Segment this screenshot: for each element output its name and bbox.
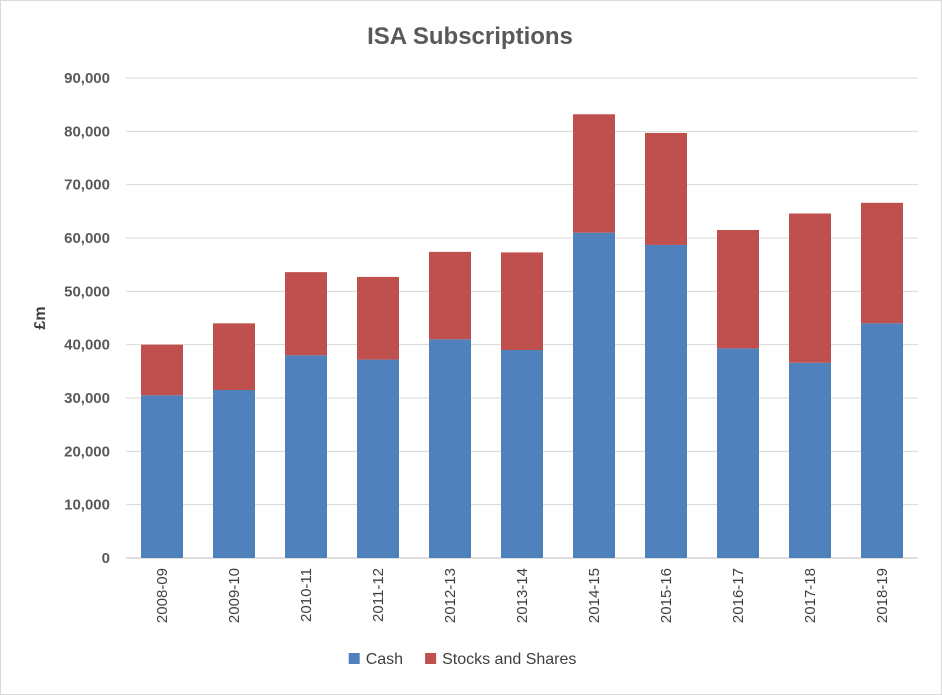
legend-swatch [348, 653, 360, 664]
bar-cash [213, 390, 255, 558]
x-tick-label: 2010-11 [298, 568, 315, 622]
legend-label: Stocks and Shares [442, 651, 576, 668]
y-tick-label: 10,000 [64, 497, 110, 514]
bar-cash [789, 362, 831, 558]
y-tick-label: 90,000 [64, 70, 110, 87]
bar-stocks-and-shares [861, 202, 903, 324]
bar-stocks-and-shares [213, 323, 255, 390]
y-tick-label: 40,000 [64, 337, 110, 354]
y-tick-label: 70,000 [64, 177, 110, 194]
x-tick-label: 2011-12 [370, 568, 387, 622]
y-tick-label: 0 [102, 550, 110, 567]
y-tick-label: 60,000 [64, 230, 110, 247]
legend-swatch [425, 653, 437, 664]
x-tick-label: 2015-16 [658, 568, 675, 623]
y-tick-label: 20,000 [64, 443, 110, 460]
bar-cash [717, 348, 759, 558]
x-tick-label: 2008-09 [154, 568, 171, 623]
y-axis-ticks: 0 10,000 20,000 30,000 40,000 50,000 60,000 70,… [64, 70, 110, 567]
bar-stocks-and-shares [429, 251, 471, 340]
legend-label: Cash [366, 651, 403, 668]
y-tick-label: 80,000 [64, 123, 110, 140]
bar-cash [573, 232, 615, 558]
bar-cash [429, 339, 471, 558]
legend: Cash Stocks and Shares [348, 651, 576, 668]
bars [141, 114, 903, 558]
x-tick-label: 2017-18 [802, 568, 819, 623]
bar-stocks-and-shares [573, 114, 615, 233]
bar-stocks-and-shares [285, 272, 327, 356]
x-tick-label: 2013-14 [514, 568, 531, 623]
bar-stocks-and-shares [645, 132, 687, 245]
bar-stocks-and-shares [141, 344, 183, 396]
bar-stocks-and-shares [789, 213, 831, 363]
bar-stocks-and-shares [501, 252, 543, 350]
x-tick-label: 2016-17 [730, 568, 747, 623]
bar-cash [285, 355, 327, 558]
x-tick-label: 2018-19 [874, 568, 891, 623]
bar-cash [861, 323, 903, 558]
bar-cash [357, 359, 399, 558]
x-tick-label: 2014-15 [586, 568, 603, 623]
x-axis-ticks: 2008-09 2009-10 2010-11 2011-12 2012-13 2013-… [154, 568, 891, 623]
bar-stocks-and-shares [717, 230, 759, 349]
bar-stocks-and-shares [357, 276, 399, 360]
chart-title: ISA Subscriptions [367, 23, 573, 50]
y-axis-label: £m [32, 306, 49, 329]
y-tick-label: 50,000 [64, 283, 110, 300]
bar-cash [501, 350, 543, 558]
bar-cash [141, 395, 183, 558]
y-tick-label: 30,000 [64, 390, 110, 407]
x-tick-label: 2012-13 [442, 568, 459, 623]
gridlines [126, 77, 918, 559]
bar-cash [645, 244, 687, 558]
x-tick-label: 2009-10 [226, 568, 243, 623]
